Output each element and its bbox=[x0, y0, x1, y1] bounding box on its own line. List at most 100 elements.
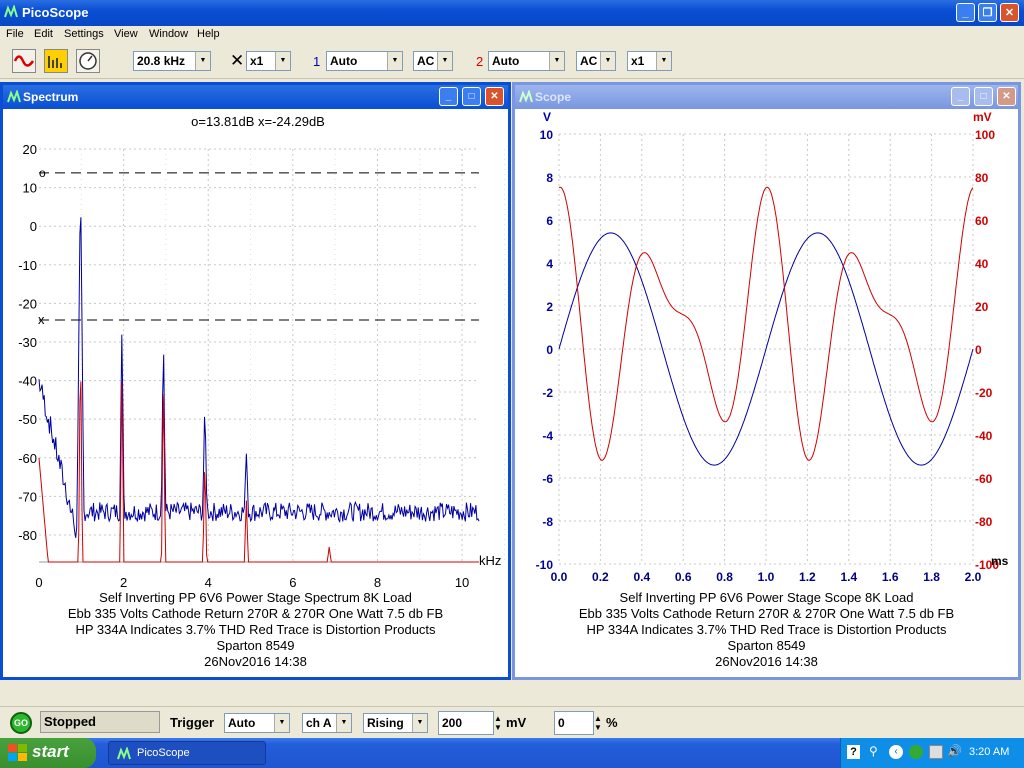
windows-logo-icon bbox=[8, 744, 27, 761]
start-label: start bbox=[32, 742, 69, 761]
scope-window[interactable]: Scope _ □ ✕ V mV 0.0 0.2 0.4 0.6 0.8 1.0 1.2 1.… bbox=[512, 82, 1021, 680]
pretrigger-input[interactable]: 0 bbox=[554, 711, 594, 735]
marker-readout: o=13.81dB x=-24.29dB bbox=[191, 114, 325, 129]
scope-title: Scope bbox=[535, 90, 572, 104]
x-tick-label: 2.0 bbox=[965, 570, 982, 584]
pretrigger-spinner-icon[interactable]: ▲ ▼ bbox=[594, 714, 602, 732]
trigger-level-unit: mV bbox=[506, 715, 527, 730]
spectrum-minimize-button[interactable]: _ bbox=[439, 87, 458, 106]
spectrum-close-button[interactable]: ✕ bbox=[485, 87, 504, 106]
app-tray-icon[interactable] bbox=[929, 745, 943, 759]
update-icon[interactable]: ‹ bbox=[889, 745, 903, 759]
menu-help[interactable]: Help bbox=[197, 28, 220, 40]
scope-caption: Self Inverting PP 6V6 Power Stage Scope … bbox=[515, 590, 1018, 670]
menu-settings[interactable]: Settings bbox=[64, 28, 104, 40]
scope-minimize-button[interactable]: _ bbox=[951, 87, 970, 106]
spectrum-axis: 0 2 4 6 8 10 20 10 0 -10 -20 -30 -40 -50 -60 -70 -80 bbox=[18, 142, 469, 589]
caption-line-4: Sparton 8549 bbox=[727, 638, 806, 653]
menu-file[interactable]: File bbox=[6, 28, 24, 40]
taskbar-item-picoscope[interactable]: PicoScope bbox=[108, 741, 266, 765]
spectrum-traces bbox=[38, 217, 480, 563]
pretrigger-unit: % bbox=[606, 715, 618, 730]
trigger-level-spinner-icon[interactable]: ▲ ▼ bbox=[494, 714, 502, 732]
x-tick-label: 1.8 bbox=[923, 570, 940, 584]
app-title: PicoScope bbox=[22, 5, 89, 20]
scope-maximize-button[interactable]: □ bbox=[974, 87, 993, 106]
scope-left-unit: V bbox=[543, 110, 551, 124]
channel-a-trace bbox=[558, 232, 974, 466]
y-left-tick-label: 0 bbox=[546, 343, 553, 357]
timebase-value: 20.8 kHz bbox=[137, 54, 186, 68]
chevron-down-icon: ▼ bbox=[600, 52, 615, 70]
menu-edit[interactable]: Edit bbox=[34, 28, 53, 40]
ch2-multiplier-select[interactable]: x1 ▼ bbox=[627, 51, 672, 71]
x-tick-label: 4 bbox=[205, 575, 212, 589]
trigger-mode-select[interactable]: Auto ▼ bbox=[224, 713, 290, 733]
close-button[interactable]: ✕ bbox=[1000, 3, 1019, 22]
restore-button[interactable]: ❐ bbox=[978, 3, 997, 22]
scope-axis: 0.0 0.2 0.4 0.6 0.8 1.0 1.2 1.4 1.6 1.8 2.01086420… bbox=[536, 128, 1000, 584]
chevron-down-icon: ▼ bbox=[412, 714, 427, 732]
spectrum-mode-button[interactable] bbox=[44, 49, 68, 73]
spectrum-x-unit: kHz bbox=[479, 553, 501, 568]
x-tick-label: 2 bbox=[120, 575, 127, 589]
channel-b-trace bbox=[558, 186, 974, 461]
spectrum-window[interactable]: Spectrum _ □ ✕ o=13.81dB x=-24.29dB 0 2 4 6… bbox=[0, 82, 511, 680]
picoscope-icon bbox=[519, 90, 533, 103]
y-right-tick-label: 0 bbox=[975, 343, 982, 357]
minimize-button[interactable]: _ bbox=[956, 3, 975, 22]
help-icon[interactable]: ? bbox=[847, 745, 860, 759]
menu-window[interactable]: Window bbox=[149, 28, 189, 40]
chevron-down-icon: ▼ bbox=[274, 714, 289, 732]
taskbar-item-label: PicoScope bbox=[137, 747, 190, 759]
trigger-channel-select[interactable]: ch A ▼ bbox=[302, 713, 352, 733]
go-button[interactable]: GO bbox=[10, 712, 32, 734]
y-tick-label: -50 bbox=[18, 412, 37, 427]
trigger-level-value: 200 bbox=[442, 716, 463, 730]
trigger-edge-value: Rising bbox=[367, 716, 404, 730]
status-text: Stopped bbox=[40, 711, 160, 733]
ch2-multiplier-value: x1 bbox=[631, 54, 645, 68]
scope-plot[interactable]: V mV 0.0 0.2 0.4 0.6 0.8 1.0 1.2 1.4 1.6 1.8 2.0 10… bbox=[515, 109, 1018, 589]
scope-mode-button[interactable] bbox=[12, 49, 36, 73]
x-tick-label: 1.0 bbox=[758, 570, 775, 584]
x-multiplier-select[interactable]: x1 ▼ bbox=[246, 51, 291, 71]
menu-view[interactable]: View bbox=[114, 28, 138, 40]
trigger-edge-select[interactable]: Rising ▼ bbox=[363, 713, 428, 733]
caption-line-1: Self Inverting PP 6V6 Power Stage Scope … bbox=[619, 590, 914, 605]
volume-icon[interactable]: 🔊 bbox=[947, 744, 962, 758]
channel-2-label: 2 bbox=[476, 54, 484, 69]
start-button[interactable]: start bbox=[0, 738, 96, 768]
chevron-down-icon: ▼ bbox=[195, 52, 210, 70]
spectrum-title-bar: Spectrum _ □ ✕ bbox=[3, 85, 508, 109]
trigger-channel-value: ch A bbox=[306, 716, 332, 730]
network-icon[interactable]: ⚲ bbox=[869, 744, 878, 758]
ch1-coupling-select[interactable]: AC ▼ bbox=[413, 51, 453, 71]
scope-x-unit: ms bbox=[991, 554, 1009, 568]
trigger-level-input[interactable]: 200 bbox=[438, 711, 494, 735]
x-tick-label: 1.6 bbox=[882, 570, 899, 584]
y-right-tick-label: 100 bbox=[975, 128, 995, 142]
spectrum-markers[interactable]: ox bbox=[38, 166, 479, 327]
spectrum-maximize-button[interactable]: □ bbox=[462, 87, 481, 106]
x-tick-label: 6 bbox=[289, 575, 296, 589]
y-right-tick-label: 80 bbox=[975, 171, 989, 185]
ch2-coupling-select[interactable]: AC ▼ bbox=[576, 51, 616, 71]
security-icon[interactable] bbox=[909, 745, 923, 759]
y-tick-label: 10 bbox=[23, 181, 37, 196]
spectrum-plot[interactable]: o=13.81dB x=-24.29dB 0 2 4 6 8 10 20 10 0 -10 -20 -… bbox=[3, 109, 508, 589]
x-tick-label: 8 bbox=[374, 575, 381, 589]
meter-mode-button[interactable] bbox=[76, 49, 100, 73]
picoscope-icon bbox=[4, 5, 18, 18]
scope-close-button[interactable]: ✕ bbox=[997, 87, 1016, 106]
timebase-select[interactable]: 20.8 kHz ▼ bbox=[133, 51, 211, 71]
y-tick-label: -60 bbox=[18, 451, 37, 466]
x-multiplier-value: x1 bbox=[250, 54, 264, 68]
clock: 3:20 AM bbox=[969, 746, 1010, 758]
ch1-range-select[interactable]: Auto ▼ bbox=[326, 51, 403, 71]
y-right-tick-label: 60 bbox=[975, 214, 989, 228]
y-right-tick-label: -80 bbox=[975, 515, 993, 529]
scope-wave-icon bbox=[13, 55, 35, 67]
x-tick-label: 0.6 bbox=[675, 570, 692, 584]
ch2-range-select[interactable]: Auto ▼ bbox=[488, 51, 565, 71]
